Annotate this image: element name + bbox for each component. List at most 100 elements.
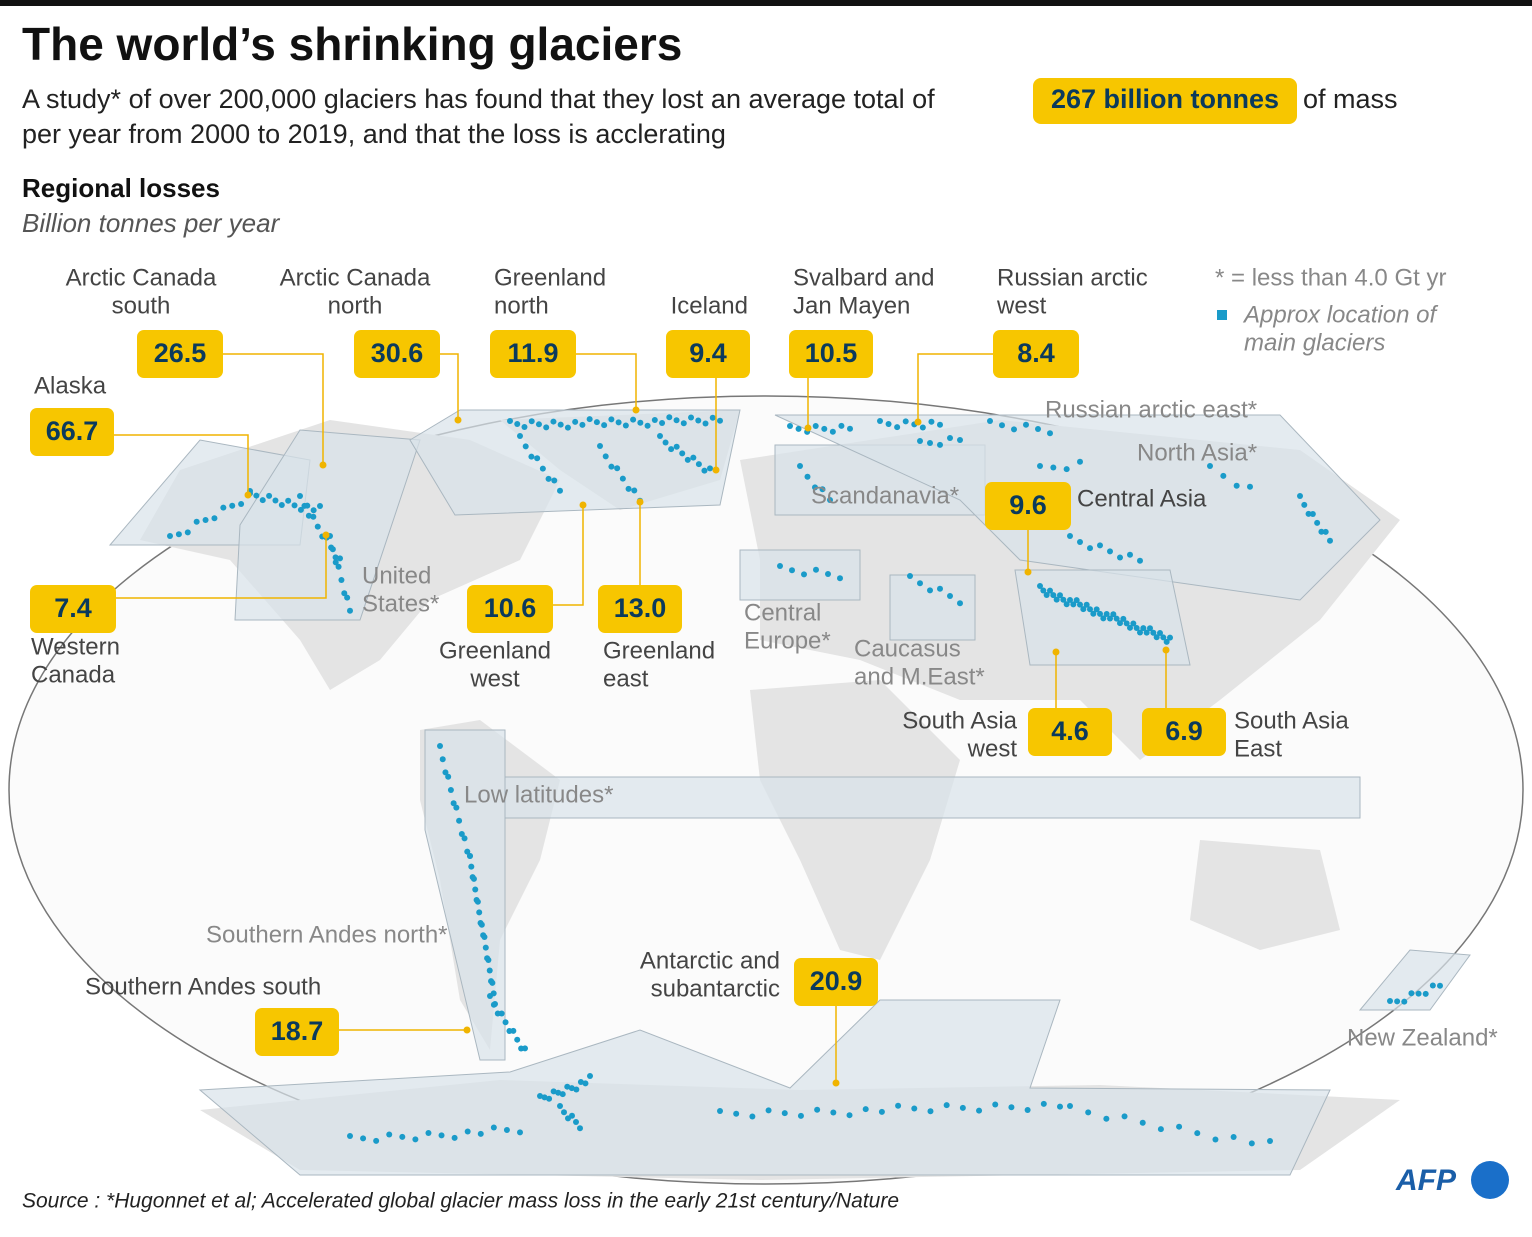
glacier-dot <box>593 419 600 426</box>
glacier-dot <box>662 439 669 446</box>
glacier-dot <box>535 421 542 428</box>
glacier-dot <box>917 438 923 444</box>
glacier-dot <box>461 835 468 842</box>
glacier-dot <box>894 424 901 431</box>
leader-dot <box>804 424 812 432</box>
glacier-dot <box>1394 998 1401 1005</box>
glacier-dot <box>1110 611 1117 618</box>
glacier-dot <box>947 593 953 599</box>
glacier-dot <box>679 450 686 457</box>
glacier-dot <box>1100 615 1107 622</box>
glacier-dot <box>507 418 513 424</box>
glacier-dot <box>481 934 488 941</box>
glacier-dot <box>439 756 446 763</box>
region-zone <box>234 429 421 621</box>
glacier-dot <box>765 1107 772 1114</box>
glacier-dot <box>1387 998 1393 1004</box>
glacier-dot <box>1267 1138 1273 1144</box>
region-name: Iceland <box>671 292 748 319</box>
value-box <box>993 330 1079 378</box>
minor-region-name: New Zealand* <box>1347 1024 1498 1051</box>
glacier-dot <box>557 421 564 428</box>
value-box <box>490 330 576 378</box>
glacier-dot <box>1077 458 1083 465</box>
glacier-dot <box>1212 1136 1219 1143</box>
glacier-dot <box>314 523 321 530</box>
glacier-dot <box>829 428 836 435</box>
glacier-dot <box>1037 463 1043 469</box>
glacier-dot <box>573 1086 580 1093</box>
glacier-dot <box>1167 634 1173 641</box>
land <box>750 680 960 960</box>
glacier-dot <box>707 465 713 472</box>
glacier-dot <box>1077 601 1083 608</box>
glacier-dot <box>543 424 550 431</box>
minor-region-name: Southern Andes north* <box>206 921 448 948</box>
subtitle: A study* of over 200,000 glaciers has fo… <box>22 84 935 114</box>
value-box <box>1028 708 1112 756</box>
glacier-dot <box>1087 545 1093 552</box>
glacier-dot <box>458 831 465 837</box>
glacier-dot <box>528 418 535 425</box>
value-box <box>666 330 750 378</box>
glacier-dot <box>597 443 603 449</box>
region-value: 4.6 <box>1051 716 1089 746</box>
glacier-dot <box>573 1119 579 1125</box>
glacier-dot <box>557 1103 563 1109</box>
glacier-dot <box>1429 982 1436 989</box>
glacier-dot <box>1309 510 1316 517</box>
land <box>1190 840 1340 950</box>
glacier-dot <box>1050 592 1057 599</box>
region-value: 66.7 <box>46 416 99 446</box>
glacier-dot <box>301 502 308 509</box>
glacier-dot <box>717 417 723 424</box>
leader-dot <box>914 418 922 426</box>
region-zone <box>198 999 1331 1176</box>
glacier-dot <box>341 590 348 597</box>
region-value: 9.6 <box>1009 490 1047 520</box>
region-name: Canada <box>31 661 116 688</box>
glacier-dot <box>987 418 993 424</box>
glacier-dot <box>253 492 260 499</box>
glacier-dot <box>702 420 709 427</box>
glacier-dot <box>688 414 695 421</box>
minor-region-name: Scandanavia* <box>811 482 959 509</box>
glacier-dot <box>1090 610 1097 617</box>
glacier-dot <box>539 465 546 472</box>
glacier-dot <box>957 437 963 443</box>
region-name: north <box>494 292 549 319</box>
logo-circle <box>1471 1161 1509 1199</box>
glacier-dot <box>902 418 909 425</box>
glacier-dot <box>1035 426 1041 432</box>
glacier-dot <box>1301 501 1308 508</box>
glacier-dot <box>514 1036 521 1043</box>
glacier-dot <box>1408 990 1415 997</box>
glacier-dot <box>797 1112 804 1119</box>
region-name: west <box>996 292 1047 319</box>
leader-dot <box>832 1079 840 1087</box>
glacier-dot <box>291 502 298 509</box>
glacier-dot <box>478 921 485 928</box>
glacier-dot <box>797 463 803 469</box>
glacier-dot <box>572 418 579 425</box>
glacier-dot <box>285 497 292 504</box>
glacier-dot <box>555 1089 562 1096</box>
glacier-dot <box>608 463 615 470</box>
region-value: 11.9 <box>507 338 558 368</box>
glacier-dot <box>1194 1130 1201 1137</box>
glacier-dot <box>827 497 833 503</box>
glacier-dot <box>545 475 552 482</box>
glacier-dot <box>453 804 460 811</box>
glacier-dot <box>1422 990 1429 997</box>
glacier-dot <box>608 416 615 423</box>
glacier-dot <box>577 1079 584 1086</box>
leader-dot <box>319 461 327 469</box>
glacier-dot <box>614 465 621 472</box>
glacier-dot <box>666 414 673 421</box>
region-value: 8.4 <box>1017 338 1055 368</box>
glacier-dot <box>1040 587 1047 594</box>
region-value: 10.6 <box>484 593 537 623</box>
leader-line <box>576 353 637 410</box>
glacier-dot <box>837 575 843 582</box>
region-name: Svalbard and <box>793 264 934 291</box>
